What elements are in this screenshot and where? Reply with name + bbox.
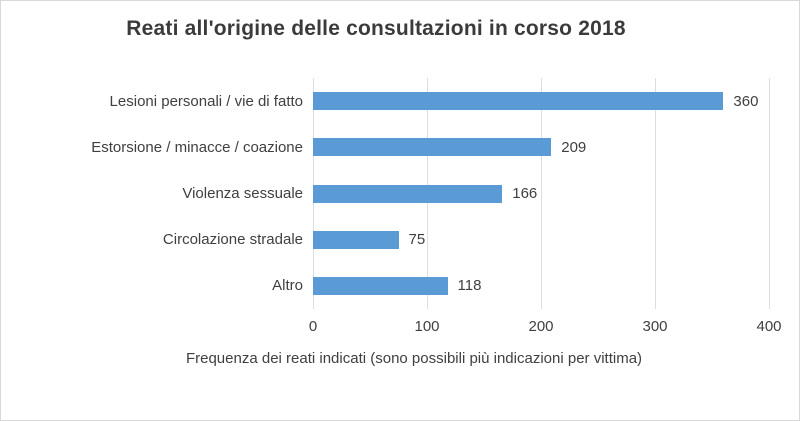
x-tick-label: 100 <box>414 318 440 335</box>
category-label: Altro <box>272 277 303 295</box>
category-label: Lesioni personali / vie di fatto <box>109 92 303 110</box>
x-axis-title: Frequenza dei reati indicati (sono possi… <box>185 350 643 367</box>
plot-area: 360 209 166 75 118 <box>312 78 770 309</box>
gridline <box>768 78 770 309</box>
x-tick-label: 300 <box>642 318 668 335</box>
bar[interactable] <box>313 92 724 111</box>
value-label: 209 <box>561 138 587 156</box>
bar-row: 118 <box>313 263 769 309</box>
gridline <box>540 78 542 309</box>
category-label: Circolazione stradale <box>162 231 303 249</box>
x-tick-label: 0 <box>308 318 318 335</box>
category-label: Estorsione / minacce / coazione <box>91 138 303 156</box>
x-axis-ticks: 0 100 200 300 400 <box>309 318 782 336</box>
bar-row: 75 <box>313 217 769 263</box>
value-label: 75 <box>408 231 426 249</box>
bar[interactable] <box>313 230 399 249</box>
category-axis: Lesioni personali / vie di fatto Estorsio… <box>1 78 303 309</box>
bar[interactable] <box>313 138 552 157</box>
chart-title: Reati all'origine delle consultazioni in… <box>126 17 626 40</box>
bar[interactable] <box>313 276 448 295</box>
bar[interactable] <box>313 184 503 203</box>
x-tick-label: 400 <box>756 318 782 335</box>
value-label: 360 <box>733 92 759 110</box>
gridline <box>654 78 656 309</box>
value-label: 166 <box>512 185 538 202</box>
x-tick-label: 200 <box>528 318 554 335</box>
category-label: Violenza sessuale <box>182 185 303 202</box>
bar-row: 209 <box>313 124 769 170</box>
bar-row: 360 <box>313 78 769 124</box>
value-label: 118 <box>457 277 482 295</box>
bar-row: 166 <box>313 170 769 216</box>
